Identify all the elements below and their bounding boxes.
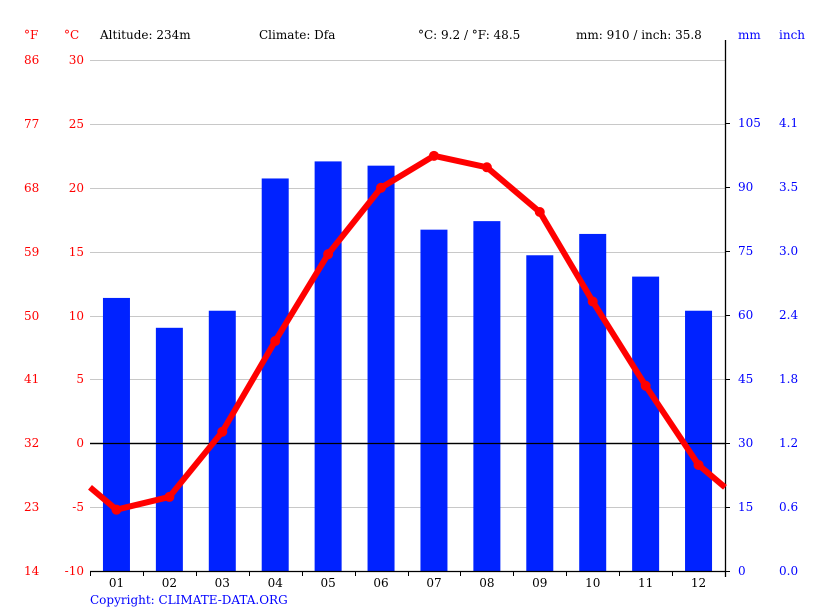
right-in-tick-label: 3.5 bbox=[779, 180, 799, 194]
temperature-point bbox=[164, 491, 175, 502]
altitude-label: Altitude: 234m bbox=[100, 28, 191, 42]
temperature-point bbox=[693, 459, 704, 470]
month-label: 09 bbox=[532, 576, 548, 590]
temperature-point bbox=[111, 504, 122, 515]
right-mm-tick-label: 45 bbox=[738, 372, 754, 386]
month-label: 10 bbox=[585, 576, 601, 590]
left-c-tick-label: -5 bbox=[72, 500, 84, 515]
month-label: 12 bbox=[690, 576, 707, 590]
month-label: 08 bbox=[479, 576, 495, 590]
precipitation-bar bbox=[367, 165, 395, 571]
right-mm-tick-label: 90 bbox=[738, 180, 754, 194]
left-f-tick-label: 59 bbox=[24, 244, 40, 259]
temperature-point bbox=[587, 296, 598, 307]
precipitation-bar bbox=[155, 327, 183, 571]
right-in-tick-label: 4.1 bbox=[779, 116, 799, 130]
temperature-point bbox=[534, 207, 545, 218]
precipitation-bars bbox=[102, 161, 713, 571]
right-in-tick-label: 1.8 bbox=[779, 372, 799, 386]
temperature-point bbox=[217, 426, 228, 437]
month-label: 02 bbox=[161, 576, 178, 590]
right-in-tick-label: 0.6 bbox=[779, 500, 799, 514]
month-label: 05 bbox=[320, 576, 336, 590]
left-f-tick-label: 77 bbox=[24, 116, 40, 131]
inch-unit-label: inch bbox=[779, 28, 806, 42]
month-label: 01 bbox=[108, 576, 125, 590]
temperature-point bbox=[481, 162, 492, 173]
right-in-tick-label: 2.4 bbox=[779, 308, 799, 322]
right-mm-tick-label: 105 bbox=[738, 116, 761, 130]
left-c-tick-label: 30 bbox=[68, 53, 84, 67]
right-in-tick-label: 0.0 bbox=[779, 564, 799, 578]
temperature-point bbox=[323, 249, 334, 260]
left-f-tick-label: 23 bbox=[24, 500, 40, 515]
mm-unit-label: mm bbox=[738, 28, 761, 42]
precipitation-total-label: mm: 910 / inch: 35.8 bbox=[576, 28, 702, 42]
celsius-unit-label: °C bbox=[64, 28, 80, 42]
left-f-tick-label: 86 bbox=[24, 53, 40, 67]
left-c-tick-label: 15 bbox=[68, 244, 84, 259]
precipitation-bar bbox=[314, 161, 342, 571]
grid-lines bbox=[90, 60, 725, 572]
month-label: 07 bbox=[426, 576, 442, 590]
left-c-tick-label: -10 bbox=[64, 564, 84, 578]
left-c-tick-label: 0 bbox=[76, 436, 84, 451]
right-mm-tick-label: 75 bbox=[738, 244, 754, 258]
temperature-point bbox=[270, 336, 281, 347]
fahrenheit-unit-label: °F bbox=[24, 28, 39, 42]
precipitation-bar bbox=[473, 221, 501, 571]
precipitation-bar bbox=[102, 297, 130, 571]
right-in-tick-label: 3.0 bbox=[779, 244, 799, 258]
precipitation-bar bbox=[420, 229, 448, 571]
copyright-link[interactable]: Copyright: CLIMATE-DATA.ORG bbox=[90, 593, 288, 607]
precipitation-bar bbox=[526, 255, 554, 571]
month-label: 03 bbox=[214, 576, 230, 590]
precipitation-bar bbox=[685, 310, 713, 571]
left-f-tick-label: 32 bbox=[24, 436, 40, 451]
right-mm-tick-label: 60 bbox=[738, 308, 754, 322]
left-c-tick-label: 10 bbox=[68, 308, 84, 323]
left-f-tick-label: 50 bbox=[24, 308, 40, 323]
temperature-average-label: °C: 9.2 / °F: 48.5 bbox=[418, 28, 521, 42]
left-c-tick-label: 20 bbox=[68, 180, 84, 195]
month-label: 04 bbox=[267, 576, 283, 590]
chart-axes bbox=[90, 40, 730, 577]
right-mm-tick-label: 15 bbox=[738, 500, 754, 514]
precipitation-bar bbox=[261, 178, 289, 571]
left-c-tick-label: 25 bbox=[68, 116, 84, 131]
left-c-tick-label: 5 bbox=[76, 372, 84, 387]
left-f-tick-label: 68 bbox=[24, 180, 40, 195]
precipitation-bar bbox=[632, 276, 660, 571]
right-mm-tick-label: 0 bbox=[738, 564, 746, 578]
temperature-point bbox=[640, 380, 651, 391]
temperature-point bbox=[428, 150, 439, 161]
climate-label: Climate: Dfa bbox=[259, 28, 336, 42]
month-label: 06 bbox=[373, 576, 389, 590]
month-label: 11 bbox=[637, 576, 654, 590]
right-in-tick-label: 1.2 bbox=[779, 436, 799, 450]
right-mm-tick-label: 30 bbox=[738, 436, 754, 450]
temperature-line bbox=[88, 150, 727, 515]
left-f-tick-label: 14 bbox=[24, 564, 40, 578]
temperature-point bbox=[376, 182, 387, 193]
left-f-tick-label: 41 bbox=[24, 372, 40, 387]
